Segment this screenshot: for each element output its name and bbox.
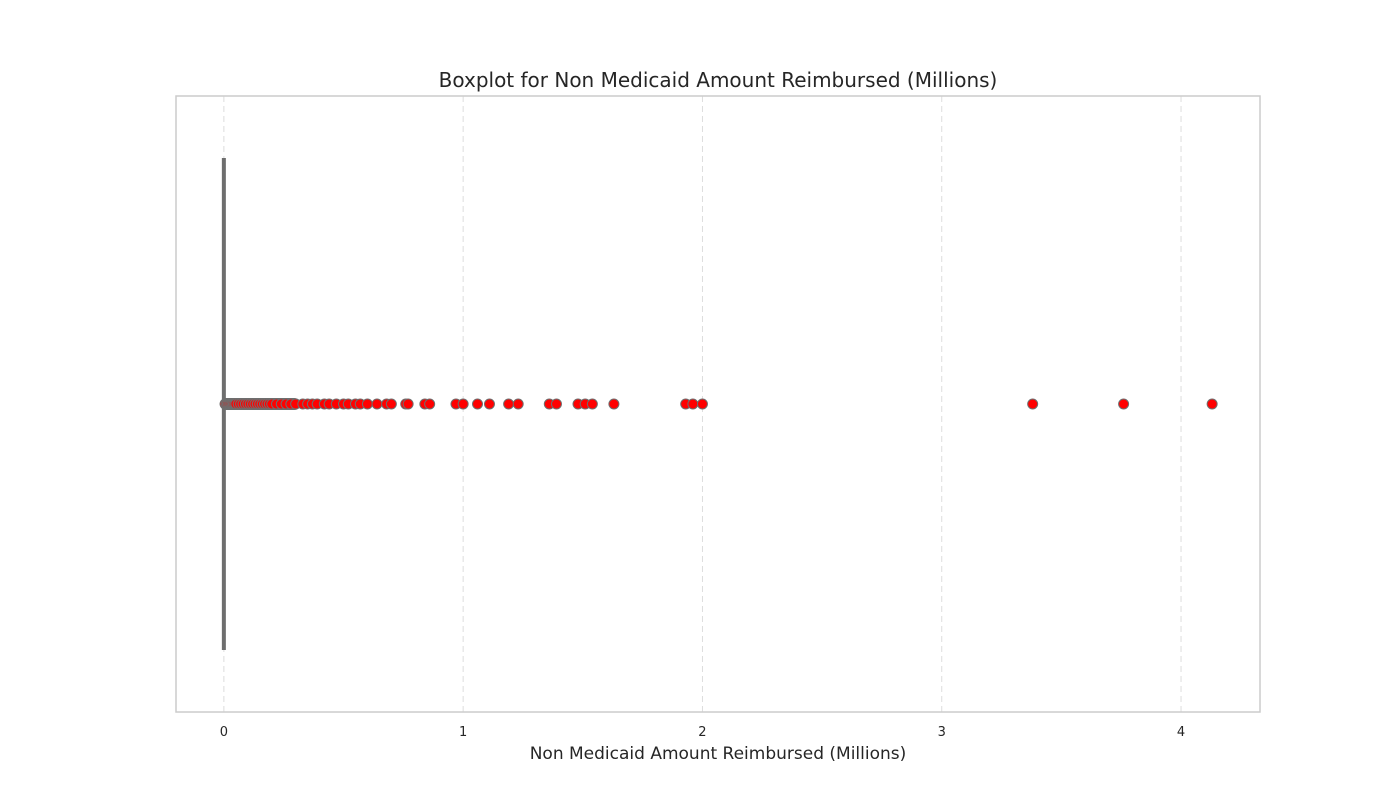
x-tick-label: 4 xyxy=(1177,725,1185,740)
outlier-point xyxy=(1118,398,1130,410)
outlier-point xyxy=(1206,398,1218,410)
outlier-point xyxy=(385,398,397,410)
x-tick-label: 2 xyxy=(698,725,706,740)
outlier-points xyxy=(219,398,1218,410)
outlier-point xyxy=(457,398,469,410)
outlier-point xyxy=(696,398,708,410)
chart-title: Boxplot for Non Medicaid Amount Reimburs… xyxy=(439,68,998,92)
x-axis-label: Non Medicaid Amount Reimbursed (Millions… xyxy=(530,744,907,764)
x-tick-label: 1 xyxy=(459,725,467,740)
outlier-point xyxy=(1027,398,1039,410)
outlier-point xyxy=(371,398,383,410)
outlier-point xyxy=(586,398,598,410)
outlier-point xyxy=(402,398,414,410)
outlier-point xyxy=(361,398,373,410)
x-tick-label: 0 xyxy=(220,725,228,740)
outlier-point xyxy=(550,398,562,410)
plot-frame xyxy=(175,95,1261,713)
outlier-point xyxy=(687,398,699,410)
x-axis-ticks: 0 1 2 3 4 xyxy=(220,725,1185,740)
outlier-point xyxy=(424,398,436,410)
outlier-point xyxy=(483,398,495,410)
outlier-point xyxy=(503,398,515,410)
outlier-point xyxy=(608,398,620,410)
x-tick-label: 3 xyxy=(938,725,946,740)
outlier-point xyxy=(512,398,524,410)
outlier-point xyxy=(472,398,484,410)
